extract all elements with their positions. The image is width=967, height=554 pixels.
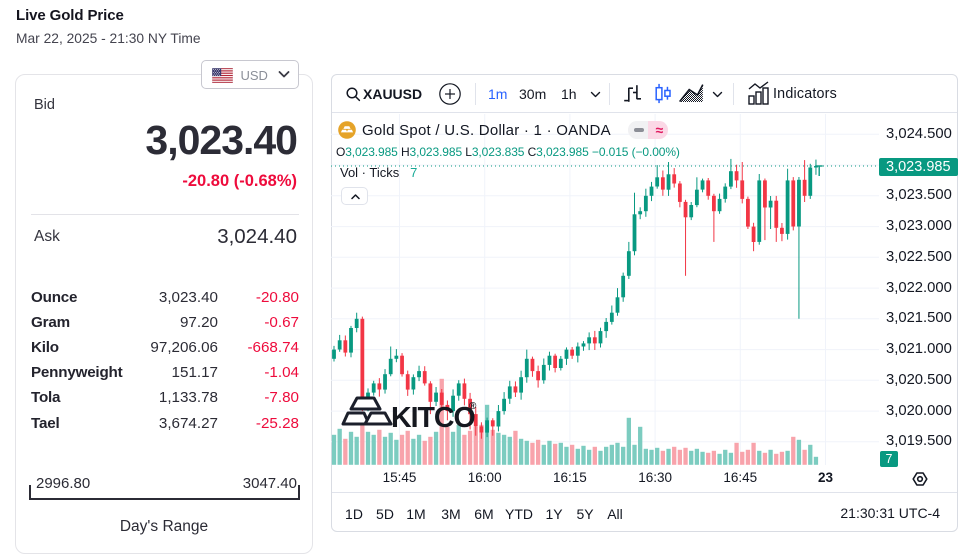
svg-text:®: ® xyxy=(469,401,477,412)
svg-text:KITCO: KITCO xyxy=(391,402,475,434)
